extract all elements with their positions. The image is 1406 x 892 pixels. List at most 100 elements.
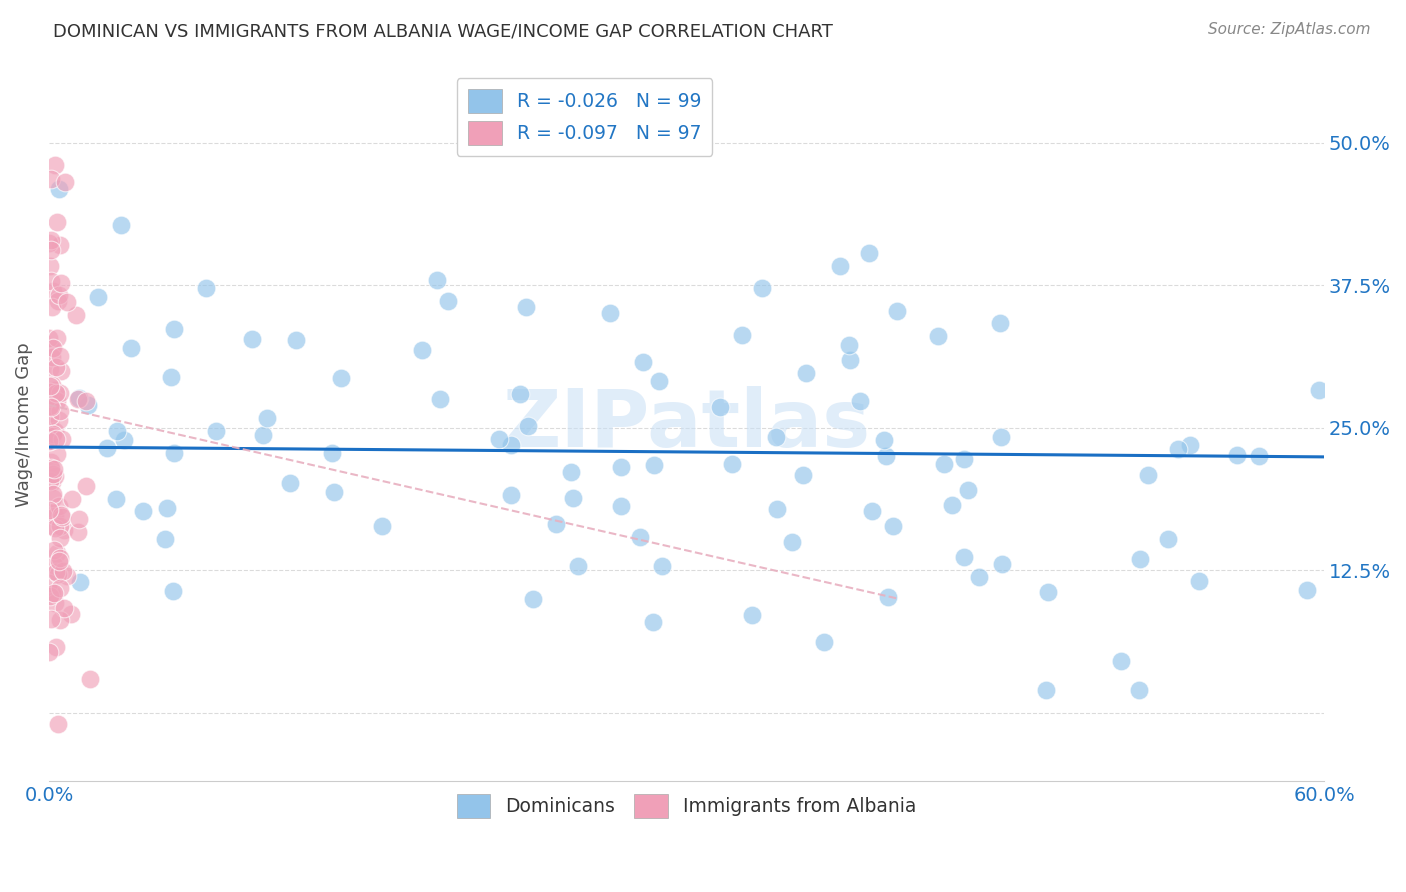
- Point: [49, 518, 72, 533]
- Point: [42, 491, 65, 505]
- Point: [42, 429, 65, 443]
- Point: [1129, 552, 1152, 566]
- Point: [437, 294, 460, 309]
- Point: [44, 508, 66, 523]
- Point: [628, 530, 651, 544]
- Point: [53, 601, 76, 615]
- Point: [156, 501, 179, 516]
- Point: [426, 273, 449, 287]
- Point: [1178, 438, 1201, 452]
- Point: [44, 469, 66, 483]
- Point: [48, 238, 70, 252]
- Point: [1188, 574, 1211, 589]
- Point: [46, 215, 69, 229]
- Point: [49, 276, 72, 290]
- Point: [839, 353, 862, 368]
- Point: [160, 369, 183, 384]
- Point: [46, 294, 69, 309]
- Point: [828, 259, 851, 273]
- Point: [38, 434, 60, 448]
- Point: [163, 322, 186, 336]
- Point: [516, 419, 538, 434]
- Point: [39, 455, 62, 469]
- Point: [131, 504, 153, 518]
- Point: [204, 425, 226, 439]
- Point: [1167, 442, 1189, 456]
- Point: [75, 394, 97, 409]
- Point: [860, 504, 883, 518]
- Point: [932, 458, 955, 472]
- Point: [953, 452, 976, 467]
- Point: [522, 592, 544, 607]
- Point: [501, 487, 523, 501]
- Point: [515, 301, 537, 315]
- Point: [877, 591, 900, 605]
- Point: [195, 281, 218, 295]
- Point: [60, 491, 83, 506]
- Point: [242, 332, 264, 346]
- Point: [46, 716, 69, 731]
- Point: [49, 531, 72, 545]
- Point: [1035, 683, 1057, 698]
- Point: [990, 430, 1012, 444]
- Point: [163, 446, 186, 460]
- Point: [741, 607, 763, 622]
- Point: [765, 430, 787, 444]
- Point: [1128, 683, 1150, 698]
- Point: [1157, 532, 1180, 546]
- Point: [41, 586, 63, 600]
- Point: [46, 331, 69, 345]
- Point: [648, 375, 671, 389]
- Point: [794, 366, 817, 380]
- Point: [86, 290, 108, 304]
- Point: [48, 288, 70, 302]
- Point: [252, 428, 274, 442]
- Point: [952, 549, 974, 564]
- Point: [641, 615, 664, 630]
- Point: [957, 483, 980, 498]
- Point: [42, 467, 65, 481]
- Point: [927, 329, 949, 343]
- Point: [44, 462, 66, 476]
- Point: [38, 503, 60, 517]
- Point: [411, 343, 433, 358]
- Point: [112, 433, 135, 447]
- Point: [813, 635, 835, 649]
- Point: [155, 533, 177, 547]
- Point: [39, 259, 62, 273]
- Point: [39, 461, 62, 475]
- Point: [38, 331, 60, 345]
- Point: [67, 512, 90, 526]
- Point: [105, 425, 128, 439]
- Point: [39, 474, 62, 488]
- Point: [66, 392, 89, 406]
- Point: [49, 363, 72, 377]
- Point: [39, 409, 62, 424]
- Point: [56, 295, 79, 310]
- Point: [38, 645, 60, 659]
- Point: [967, 570, 990, 584]
- Point: [162, 584, 184, 599]
- Point: [45, 359, 67, 374]
- Point: [544, 516, 567, 531]
- Point: [52, 564, 75, 578]
- Point: [731, 328, 754, 343]
- Point: [38, 575, 60, 590]
- Point: [42, 284, 65, 298]
- Point: [46, 567, 69, 582]
- Point: [49, 613, 72, 627]
- Point: [44, 158, 66, 172]
- Point: [46, 447, 69, 461]
- Text: DOMINICAN VS IMMIGRANTS FROM ALBANIA WAGE/INCOME GAP CORRELATION CHART: DOMINICAN VS IMMIGRANTS FROM ALBANIA WAG…: [53, 22, 834, 40]
- Point: [49, 403, 72, 417]
- Point: [599, 306, 621, 320]
- Point: [65, 308, 87, 322]
- Point: [76, 398, 98, 412]
- Point: [38, 434, 60, 449]
- Point: [1308, 383, 1330, 397]
- Point: [609, 499, 631, 513]
- Point: [873, 433, 896, 447]
- Point: [792, 467, 814, 482]
- Point: [38, 384, 60, 399]
- Point: [39, 400, 62, 414]
